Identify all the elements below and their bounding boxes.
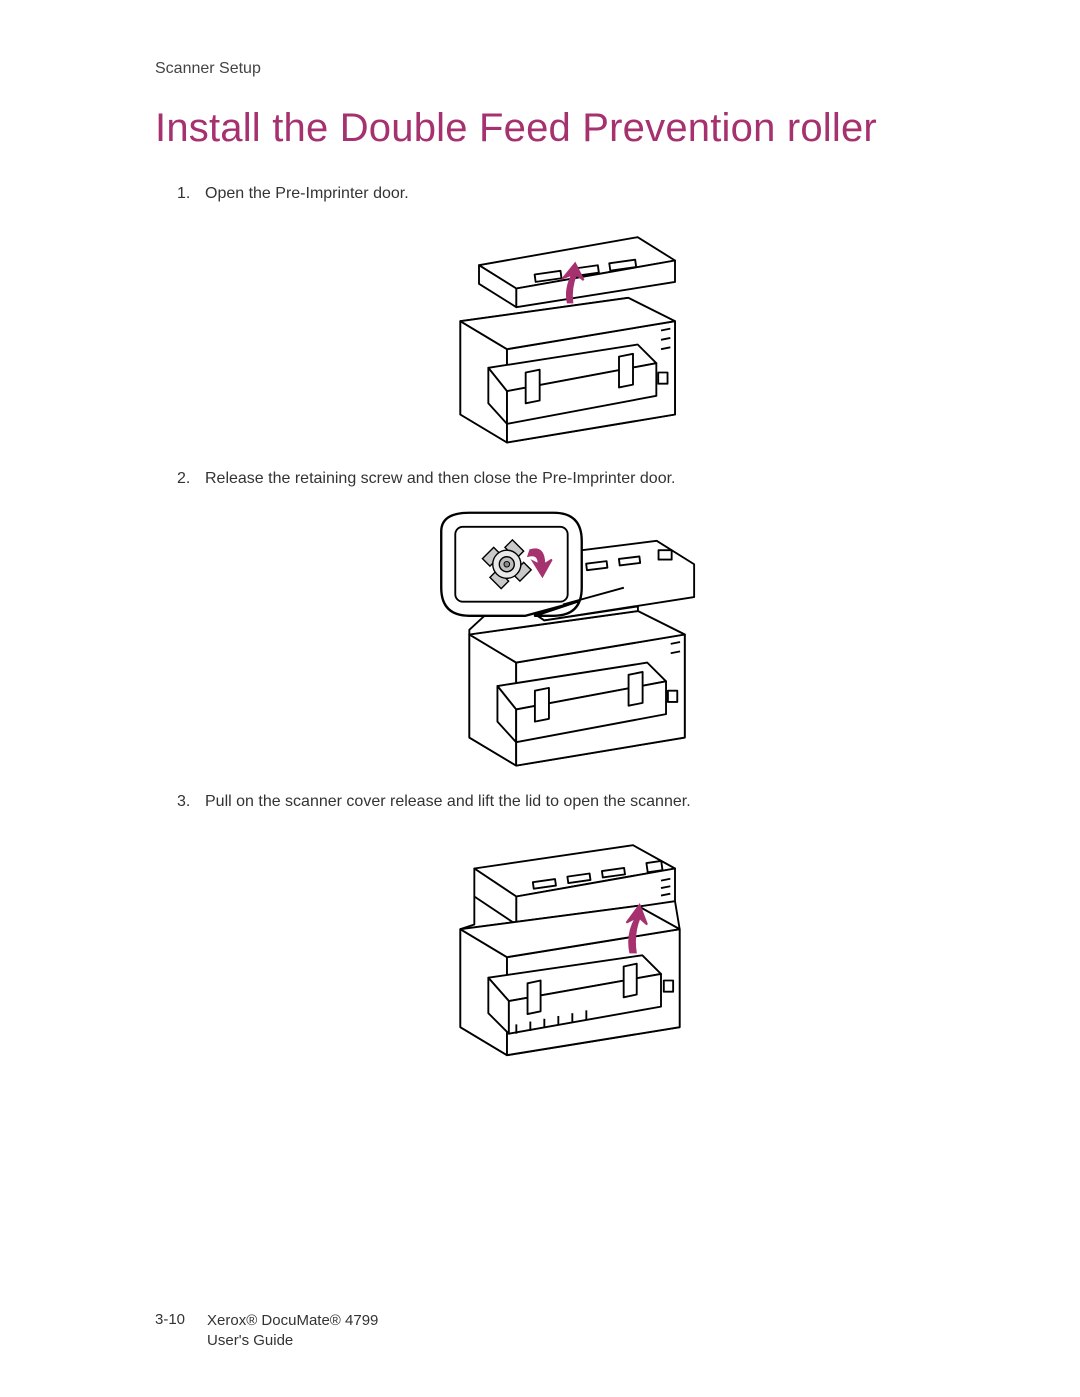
step-text: Release the retaining screw and then clo…	[205, 470, 675, 488]
step-item: 2. Release the retaining screw and then …	[155, 470, 970, 775]
step-number: 1.	[177, 185, 195, 203]
product-line-1: Xerox® DocuMate® 4799	[207, 1311, 378, 1331]
scanner-open-preimprinter-illustration	[423, 209, 703, 452]
step-item: 3. Pull on the scanner cover release and…	[155, 793, 970, 1060]
step-item: 1. Open the Pre-Imprinter door.	[155, 185, 970, 452]
step-line: 2. Release the retaining screw and then …	[177, 470, 970, 488]
step-list: 1. Open the Pre-Imprinter door.	[155, 185, 970, 1060]
step-text: Open the Pre-Imprinter door.	[205, 185, 409, 203]
illustration-container	[155, 817, 970, 1060]
page-footer: 3-10 Xerox® DocuMate® 4799 User's Guide	[155, 1311, 378, 1352]
scanner-lift-lid-illustration	[423, 817, 703, 1060]
illustration-container	[155, 494, 970, 775]
product-line-2: User's Guide	[207, 1331, 378, 1351]
step-number: 2.	[177, 470, 195, 488]
step-line: 1. Open the Pre-Imprinter door.	[177, 185, 970, 203]
step-line: 3. Pull on the scanner cover release and…	[177, 793, 970, 811]
step-text: Pull on the scanner cover release and li…	[205, 793, 691, 811]
page: Scanner Setup Install the Double Feed Pr…	[0, 0, 1080, 1397]
product-info: Xerox® DocuMate® 4799 User's Guide	[207, 1311, 378, 1352]
illustration-container	[155, 209, 970, 452]
scanner-release-screw-illustration	[413, 494, 713, 775]
page-number: 3-10	[155, 1311, 185, 1328]
step-number: 3.	[177, 793, 195, 811]
page-title: Install the Double Feed Prevention rolle…	[155, 106, 970, 151]
section-label: Scanner Setup	[155, 60, 970, 78]
